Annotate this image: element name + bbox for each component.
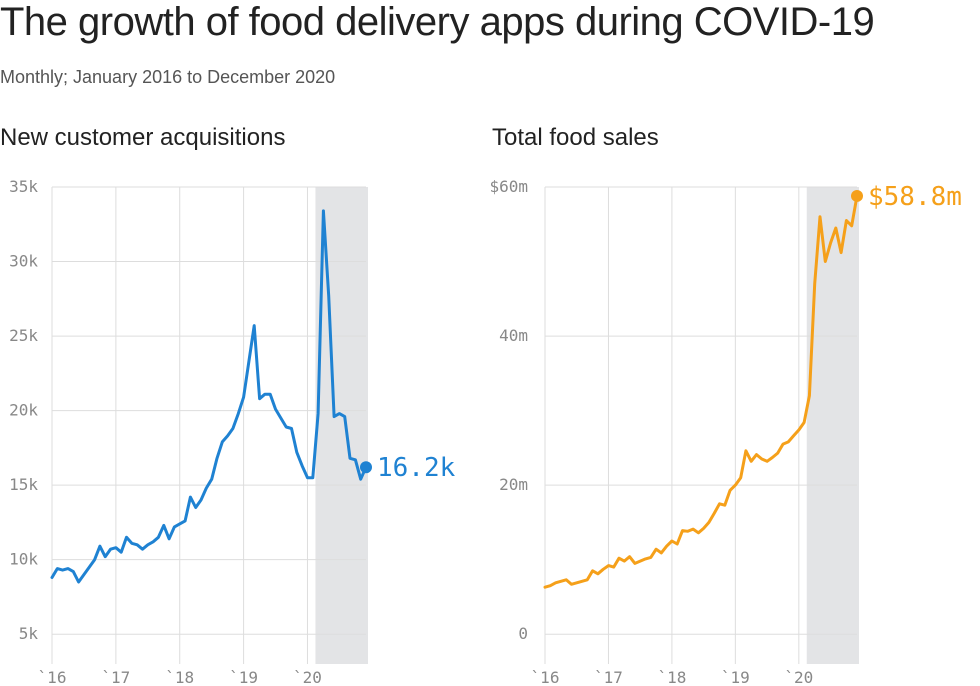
left-x-tick-label: `19	[229, 668, 258, 686]
right-y-tick-label: 20m	[499, 475, 528, 494]
left-x-tick-label: `20	[293, 668, 322, 686]
right-x-tick-label: `19	[721, 668, 750, 686]
right-chart-panel: `16 `17 `18 `19 `20 0 20m 40m $60m $58.8m	[489, 177, 961, 686]
right-y-tick-label: 0	[518, 624, 528, 643]
left-x-tick-label: `16	[38, 668, 67, 686]
left-y-tick-label: 30k	[9, 252, 38, 271]
right-y-tick-label: $60m	[489, 177, 528, 196]
right-panel-title: Total food sales	[492, 124, 659, 151]
left-y-tick-label: 5k	[19, 624, 39, 643]
right-y-tick-label: 40m	[499, 326, 528, 345]
right-end-point	[851, 189, 863, 202]
right-end-value-label: $58.8m	[868, 182, 962, 212]
right-x-tick-label: `18	[657, 668, 686, 686]
left-end-value-label: 16.2k	[377, 453, 456, 483]
left-x-tick-label: `18	[165, 668, 194, 686]
left-y-tick-label: 20k	[9, 401, 38, 420]
chart-subtitle: Monthly; January 2016 to December 2020	[0, 67, 336, 87]
chart-title: The growth of food delivery apps during …	[0, 0, 875, 44]
left-panel-title: New customer acquisitions	[0, 124, 286, 151]
left-x-tick-label: `17	[101, 668, 130, 686]
left-y-tick-label: 15k	[9, 475, 38, 494]
left-end-point	[360, 461, 372, 474]
left-covid-shaded-period	[315, 187, 368, 664]
left-y-tick-label: 25k	[9, 326, 38, 345]
left-series-line	[50, 209, 368, 584]
left-y-tick-label: 10k	[9, 550, 38, 569]
right-x-tick-label: `20	[784, 668, 813, 686]
right-x-tick-label: `17	[594, 668, 623, 686]
right-series-line	[543, 194, 859, 589]
right-covid-shaded-period	[806, 187, 859, 664]
left-chart-panel: `16 `17 `18 `19 `20 5k 10k 15k 20k 25k 30k 35k 16.2k	[9, 177, 456, 686]
left-y-tick-label: 35k	[9, 177, 38, 196]
right-x-tick-label: `16	[531, 668, 560, 686]
